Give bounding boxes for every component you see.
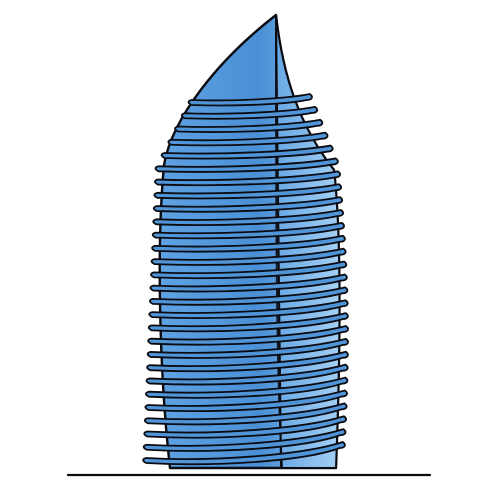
floor-band [151,234,346,253]
floor-band [151,221,345,240]
floor-band [167,131,329,147]
floor-band [160,144,334,160]
floor-band [150,247,347,266]
floor-band [143,415,347,439]
floor-band [142,441,346,466]
floor-band [149,286,349,306]
floor-band [144,389,348,412]
floor-band [148,299,349,319]
floor-bands [142,93,349,466]
floor-band [146,337,349,359]
floor-band [153,183,342,200]
floor-band [152,209,344,226]
floor-band [146,350,349,373]
floor-band [180,105,318,120]
floor-band [150,260,348,280]
floor-band [154,157,339,173]
floor-band [149,273,348,293]
floor-band [147,325,349,346]
floor-band [147,312,349,333]
floor-band [152,196,344,213]
floor-band [145,363,349,386]
floor-band [142,428,347,452]
floor-band [154,170,341,187]
floor-band [174,118,324,133]
floor-band [187,93,313,107]
floor-band [143,402,348,426]
floor-band [145,376,349,399]
